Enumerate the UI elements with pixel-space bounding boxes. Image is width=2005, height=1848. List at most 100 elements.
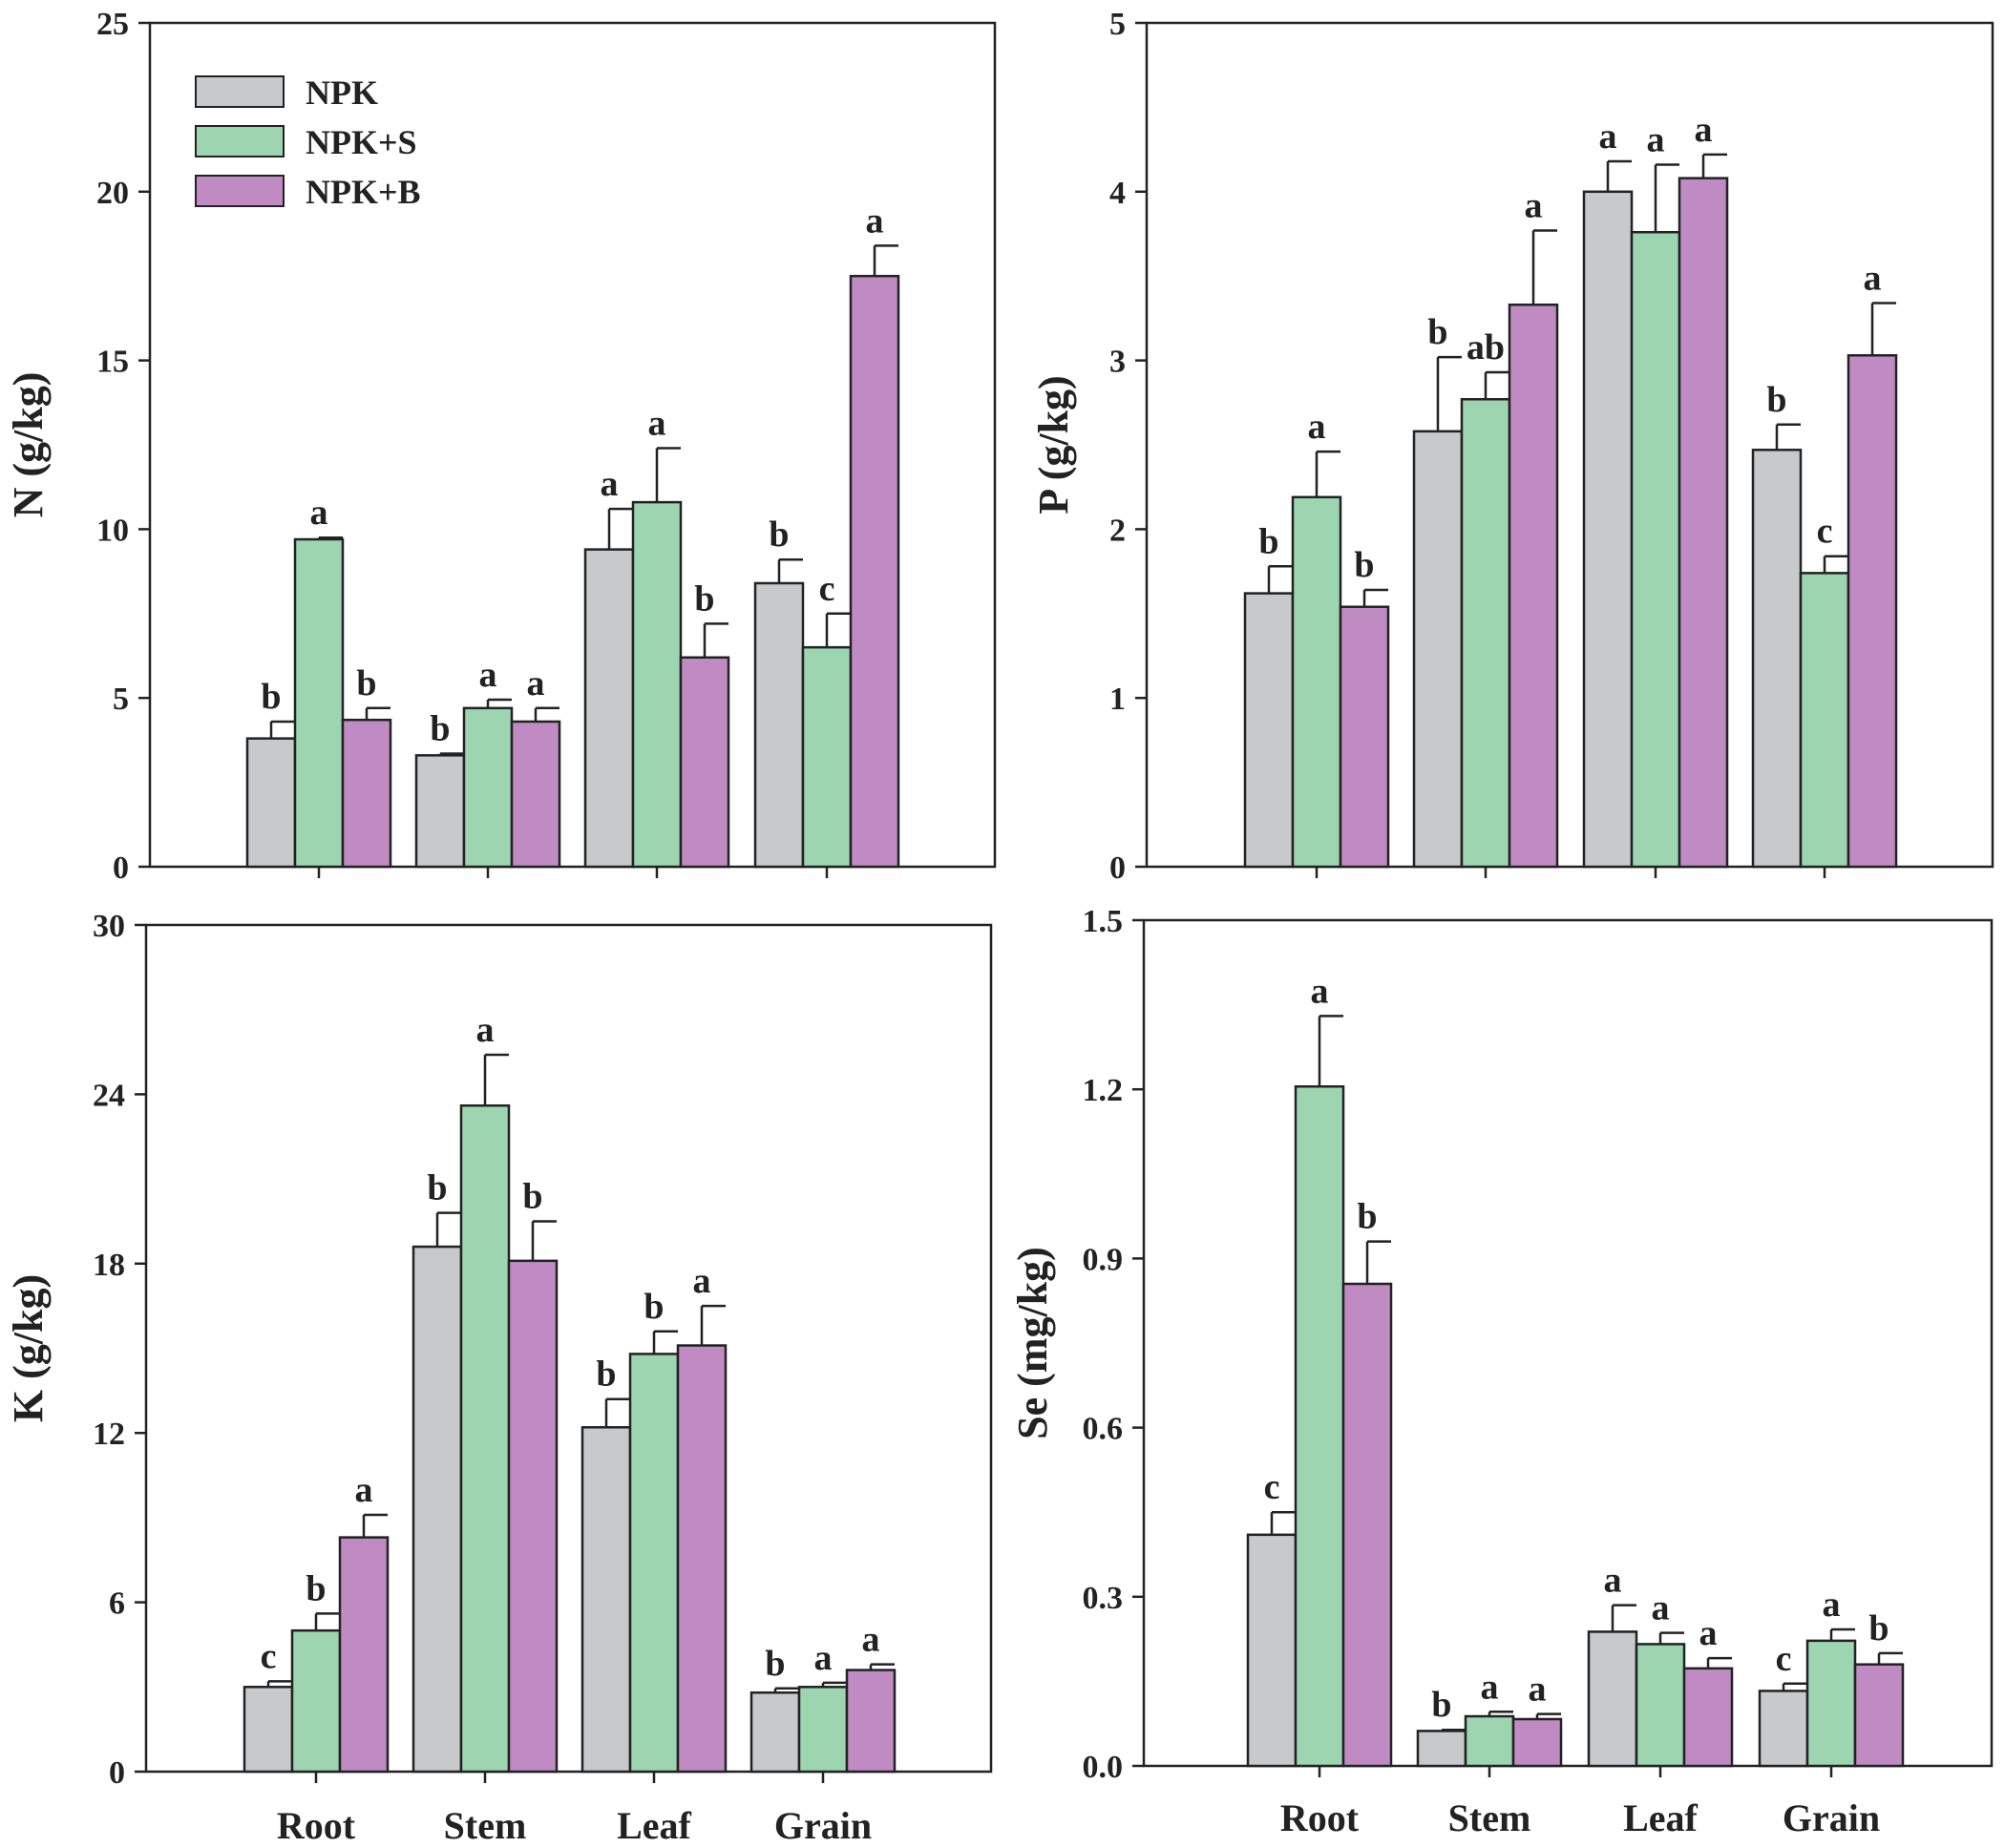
panel-k-ytick-label: 24	[93, 1078, 125, 1113]
bar-k-root-npk	[243, 1686, 294, 1774]
sig-letter-p-leaf-npk-b: a	[1695, 110, 1713, 150]
bar-se-leaf-npk-b	[1682, 1667, 1734, 1768]
bar-p-stem-npk-s	[1460, 398, 1511, 869]
sig-letter-se-root-npk-b: b	[1357, 1197, 1377, 1237]
sig-letter-n-grain-npk: b	[769, 514, 789, 555]
sig-letter-k-stem-npk: b	[427, 1168, 447, 1208]
sig-letter-k-root-npk-b: a	[355, 1470, 373, 1510]
sig-letter-k-grain-npk: b	[765, 1644, 785, 1684]
panel-k-ylabel: K (g/kg)	[5, 1274, 52, 1422]
bar-se-grain-npk-b	[1853, 1663, 1905, 1768]
panel-n-ylabel: N (g/kg)	[5, 372, 52, 518]
sig-letter-se-leaf-npk-b: a	[1699, 1613, 1718, 1653]
bar-se-stem-npk-s	[1464, 1714, 1515, 1768]
bar-k-stem-npk-b	[507, 1259, 559, 1774]
bar-k-root-npk-b	[338, 1536, 390, 1774]
panel-k-ytick-label: 30	[93, 909, 125, 944]
panel-p-ytick-label: 5	[1109, 7, 1126, 42]
bar-p-grain-npk-b	[1847, 354, 1898, 869]
sig-letter-p-leaf-npk: a	[1599, 116, 1617, 157]
sig-letter-n-root-npk-b: b	[356, 663, 376, 704]
bar-p-grain-npk	[1751, 449, 1803, 869]
bar-p-root-npk-b	[1339, 605, 1390, 869]
sig-letter-k-leaf-npk-b: a	[693, 1261, 711, 1301]
bar-n-leaf-npk-b	[679, 656, 730, 869]
panel-se-xlabel-stem: Stem	[1448, 1796, 1531, 1839]
sig-letter-n-leaf-npk-s: a	[648, 404, 666, 444]
panel-se-frame	[1142, 918, 1994, 1768]
bar-n-leaf-npk-s	[631, 500, 683, 869]
panel-se-ytick-label: 0.3	[1083, 1581, 1124, 1616]
panel-k-ytick-label: 6	[109, 1586, 125, 1622]
bar-n-root-npk	[245, 737, 297, 869]
bar-n-stem-npk-s	[462, 706, 514, 869]
sig-letter-p-stem-npk: b	[1427, 312, 1447, 352]
bar-se-leaf-npk-s	[1635, 1643, 1686, 1768]
bar-n-grain-npk	[753, 581, 805, 869]
sig-letter-n-grain-npk-s: c	[819, 569, 835, 609]
bar-k-leaf-npk-s	[628, 1353, 680, 1774]
bar-k-leaf-npk	[580, 1426, 632, 1774]
panel-se-xlabel-grain: Grain	[1783, 1796, 1880, 1839]
panel-se-ytick-label: 0.6	[1083, 1412, 1124, 1447]
sig-letter-p-grain-npk: b	[1766, 380, 1786, 420]
legend-swatch-npk	[195, 75, 285, 108]
panel-p-ytick-label: 3	[1109, 345, 1126, 380]
bar-k-leaf-npk-b	[676, 1344, 728, 1774]
panel-n-ytick-label: 5	[113, 682, 129, 717]
panel-se-xlabel-leaf: Leaf	[1623, 1796, 1698, 1839]
bar-k-stem-npk-s	[459, 1103, 511, 1774]
bar-se-leaf-npk	[1587, 1630, 1638, 1768]
legend-label-npk-s: NPK+S	[306, 123, 417, 161]
sig-letter-se-stem-npk: b	[1431, 1685, 1451, 1725]
sig-letter-k-root-npk: c	[261, 1636, 277, 1676]
sig-letter-n-root-npk-s: a	[310, 493, 328, 533]
sig-letter-se-grain-npk: c	[1776, 1639, 1792, 1679]
panel-p-ytick-label: 1	[1109, 682, 1126, 717]
panel-k-frame	[144, 923, 993, 1774]
panel-p-ytick-label: 4	[1109, 176, 1126, 211]
sig-letter-k-leaf-npk-s: b	[644, 1287, 664, 1327]
panel-se-ytick-label: 1.5	[1083, 904, 1124, 939]
panel-k-xlabel-grain: Grain	[774, 1804, 872, 1847]
panel-p-ylabel: P (g/kg)	[1030, 375, 1077, 514]
panel-n-ytick-label: 0	[113, 850, 129, 886]
sig-letter-p-grain-npk-b: a	[1864, 258, 1882, 298]
bar-se-grain-npk-s	[1805, 1639, 1857, 1768]
bar-k-root-npk-s	[290, 1628, 342, 1774]
sig-letter-p-root-npk: b	[1258, 521, 1278, 561]
sig-letter-se-leaf-npk: a	[1604, 1561, 1622, 1601]
sig-letter-se-root-npk: c	[1264, 1467, 1280, 1507]
sig-letter-se-stem-npk-s: a	[1481, 1667, 1499, 1707]
sig-letter-k-grain-npk-s: a	[814, 1638, 833, 1678]
panel-p-ytick-label: 2	[1109, 513, 1126, 548]
panel-k-xlabel-leaf: Leaf	[617, 1804, 691, 1847]
panel-se-ytick-label: 0.0	[1083, 1750, 1124, 1785]
bar-se-root-npk-b	[1341, 1282, 1393, 1768]
bar-p-leaf-npk	[1582, 190, 1634, 869]
bar-p-leaf-npk-s	[1630, 230, 1681, 869]
sig-letter-k-grain-npk-b: a	[862, 1620, 880, 1660]
panel-se-xlabel-root: Root	[1280, 1796, 1360, 1839]
sig-letter-k-root-npk-s: b	[306, 1568, 326, 1608]
sig-letter-p-leaf-npk-s: a	[1647, 120, 1665, 160]
bar-p-root-npk	[1243, 592, 1295, 869]
bar-p-root-npk-s	[1291, 495, 1342, 869]
bar-n-stem-npk-b	[510, 720, 561, 869]
sig-letter-p-stem-npk-b: a	[1525, 185, 1543, 225]
sig-letter-se-stem-npk-b: a	[1529, 1670, 1547, 1710]
bar-n-grain-npk-s	[801, 645, 853, 869]
panel-p-frame	[1145, 21, 1994, 869]
panel-k-xlabel-stem: Stem	[444, 1804, 527, 1847]
legend: NPK NPK+S NPK+B	[195, 74, 421, 211]
sig-letter-n-stem-npk-s: a	[479, 655, 497, 695]
panel-se-ylabel: Se (mg/kg)	[1009, 1247, 1056, 1439]
panel-k-ytick-label: 18	[93, 1248, 125, 1283]
bar-k-grain-npk-b	[845, 1669, 897, 1774]
sig-letter-n-stem-npk: b	[430, 709, 450, 749]
panel-se-ytick-label: 0.9	[1083, 1242, 1124, 1277]
